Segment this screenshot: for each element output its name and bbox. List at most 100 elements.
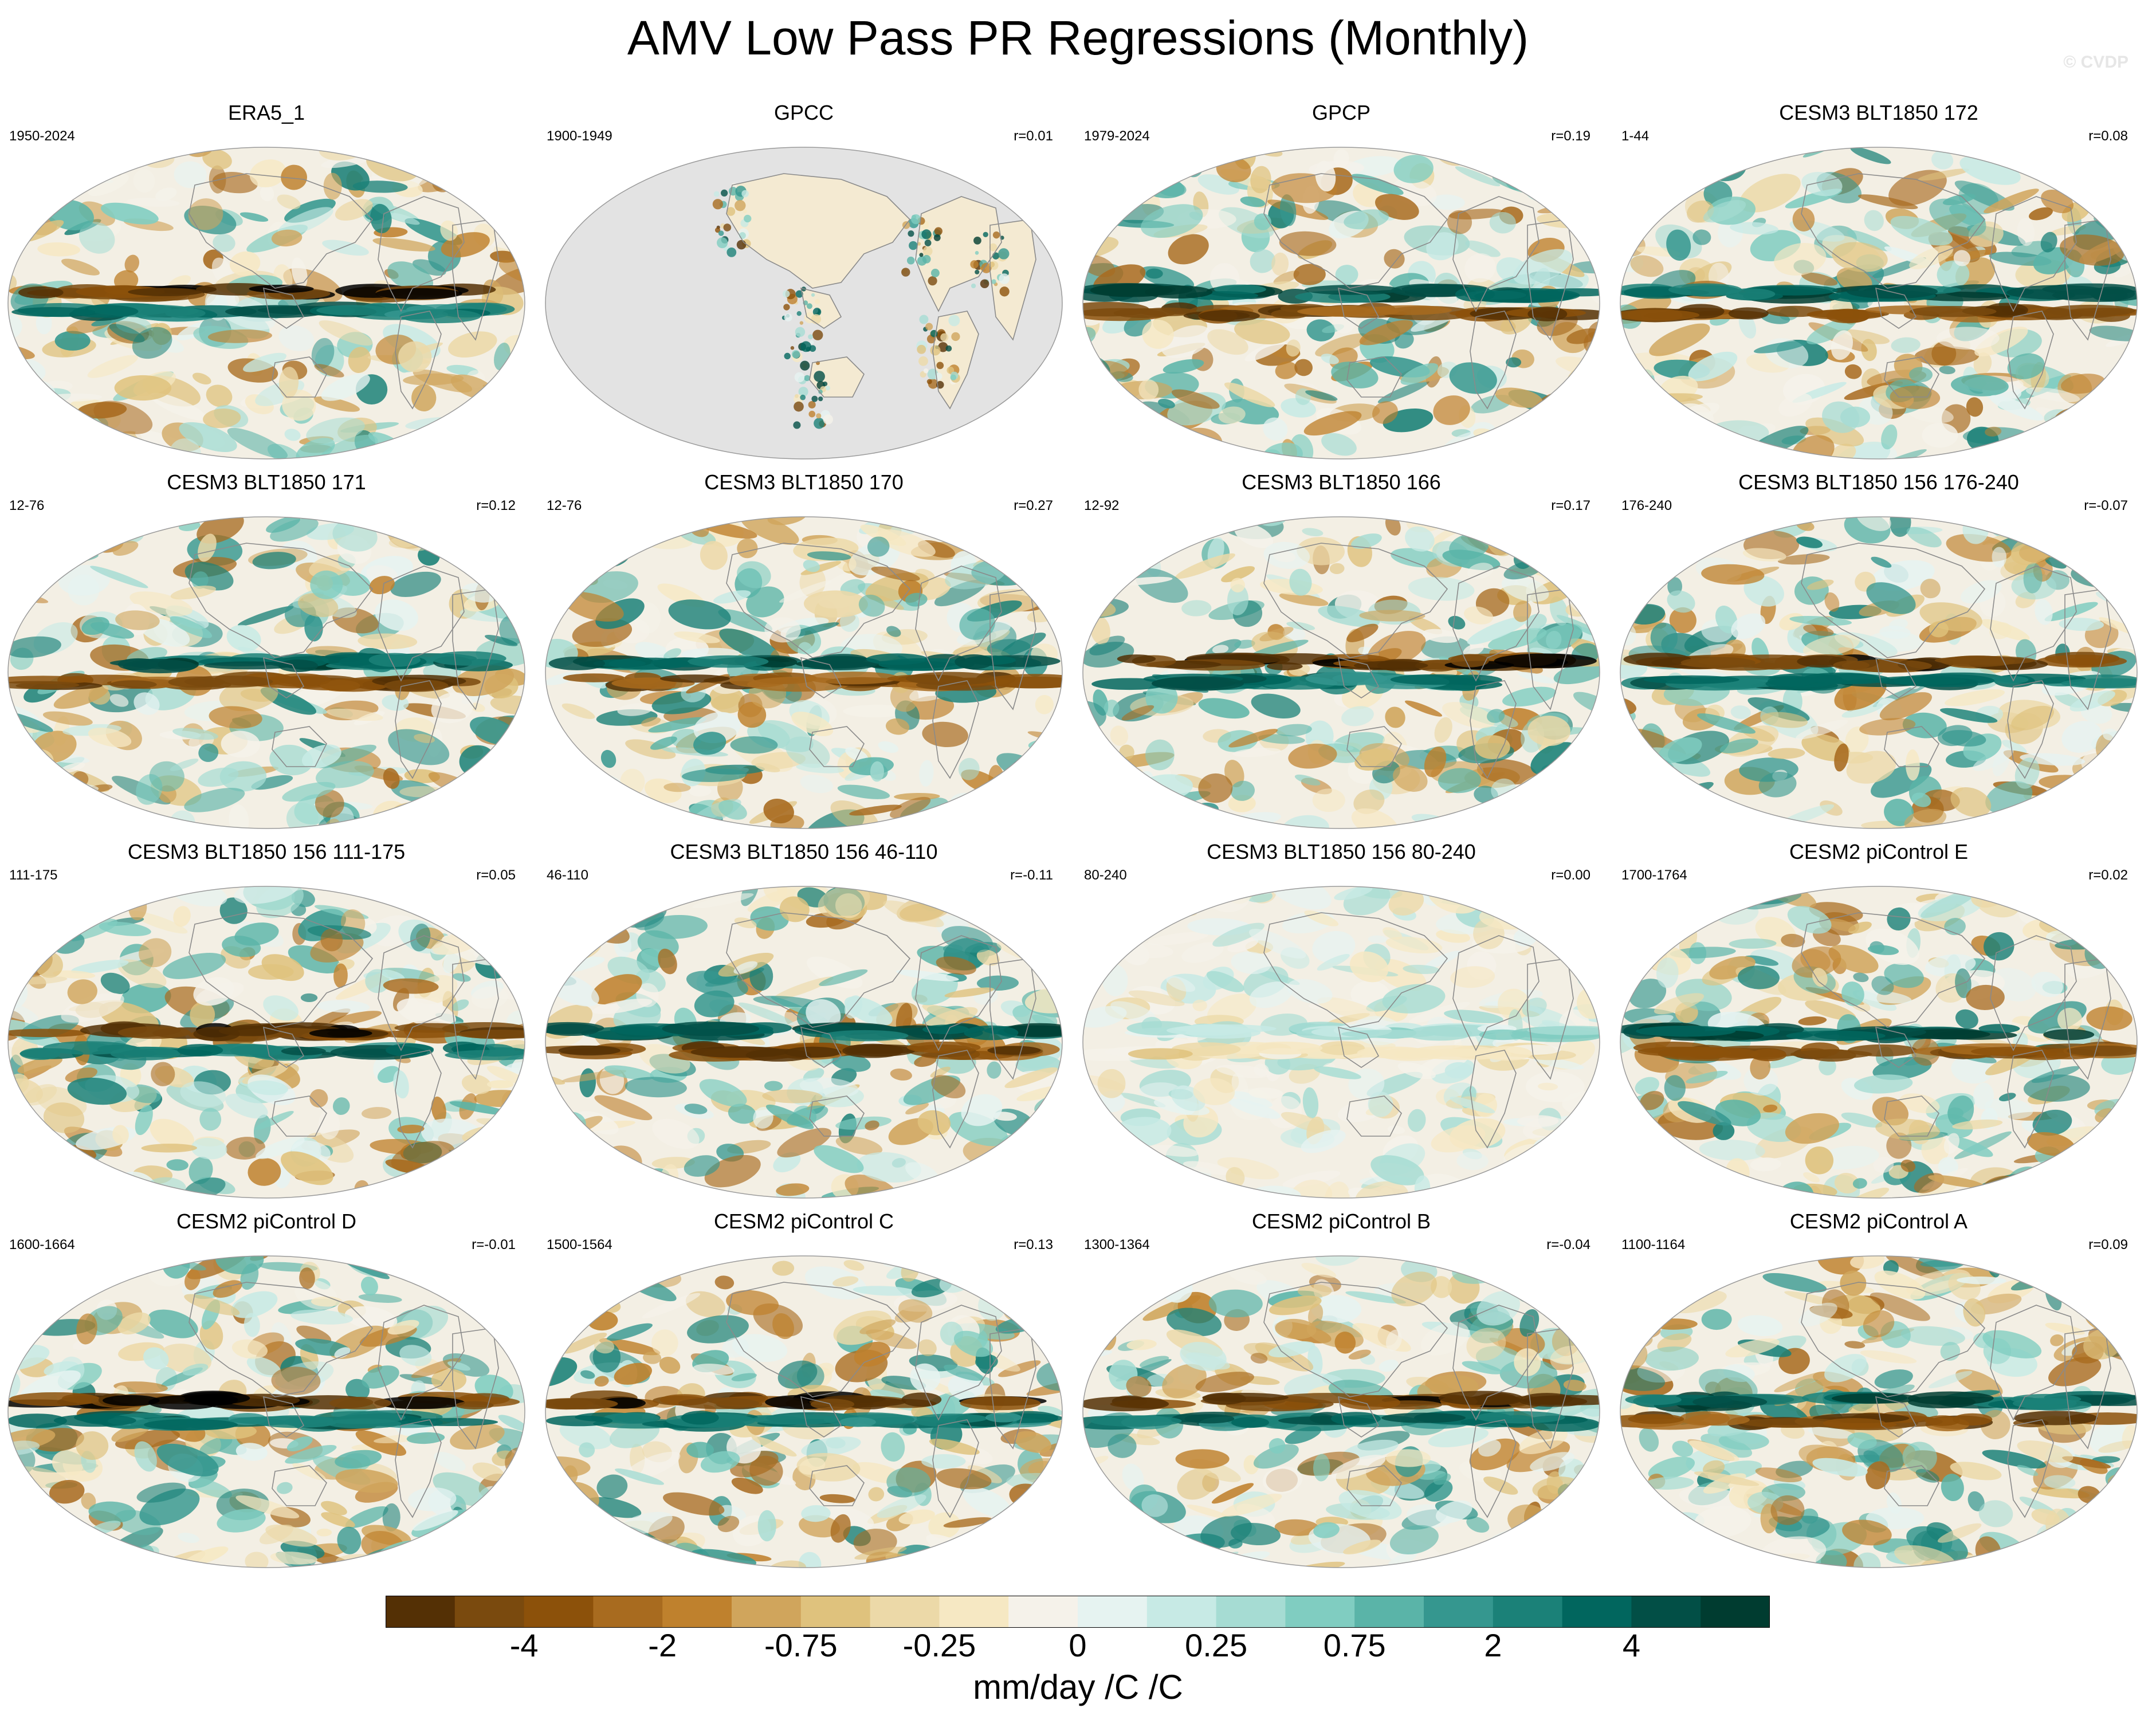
panel-title: CESM3 BLT1850 172 [1779, 101, 1978, 124]
panel-period: 12-92 [1084, 498, 1120, 513]
colorbar-swatch [1424, 1596, 1494, 1628]
regression-map [7, 516, 525, 829]
colorbar-swatch [1008, 1596, 1078, 1628]
colorbar-swatch [732, 1596, 802, 1628]
panel-title: CESM2 piControl B [1251, 1209, 1431, 1233]
panel-correlation: r=0.01 [1014, 128, 1053, 144]
panel-period: 1979-2024 [1084, 128, 1150, 144]
colorbar-tick-label: 0.75 [1323, 1627, 1386, 1663]
panel-title: CESM3 BLT1850 171 [167, 470, 366, 494]
map-panel: CESM3 BLT1850 156 111-175 111-175 r=0.05 [0, 839, 533, 1199]
panel-correlation: r=0.12 [476, 498, 516, 513]
colorbar-tick-label: 2 [1484, 1627, 1502, 1663]
panel-title: GPCC [773, 101, 834, 124]
map-panel: CESM2 piControl A 1100-1164 r=0.09 [1612, 1209, 2145, 1568]
map-panel: CESM3 BLT1850 170 12-76 r=0.27 [537, 470, 1070, 829]
colorbar-tick-label: -2 [648, 1627, 677, 1663]
panel-correlation: r=0.17 [1551, 498, 1591, 513]
panel-period: 1-44 [1621, 128, 1650, 144]
panel-correlation: r=-0.01 [472, 1237, 516, 1252]
regression-map [7, 147, 525, 460]
map-panel: ERA5_1 1950-2024 [0, 100, 533, 460]
regression-map [7, 886, 525, 1199]
map-panel: GPCP 1979-2024 r=0.19 [1075, 100, 1608, 460]
panel-correlation: r=0.27 [1014, 498, 1053, 513]
panel-correlation: r=-0.11 [1010, 867, 1053, 883]
map-panel: CESM2 piControl C 1500-1564 r=0.13 [537, 1209, 1070, 1568]
panel-correlation: r=0.13 [1014, 1237, 1053, 1252]
panel-period: 12-76 [9, 498, 45, 513]
regression-map [7, 1255, 525, 1568]
colorbar-tick-label: 0 [1069, 1627, 1087, 1663]
figure-title: AMV Low Pass PR Regressions (Monthly) [627, 11, 1529, 65]
panel-title: CESM3 BLT1850 156 46-110 [670, 840, 938, 863]
panel-period: 46-110 [547, 867, 588, 883]
colorbar-swatch [1493, 1596, 1563, 1628]
panel-title: CESM3 BLT1850 166 [1242, 470, 1441, 494]
regression-map [1620, 1255, 2138, 1568]
panel-correlation: r=-0.04 [1546, 1237, 1591, 1252]
colorbar-swatch [1078, 1596, 1148, 1628]
colorbar-swatch [800, 1596, 871, 1628]
panel-period: 176-240 [1621, 498, 1672, 513]
panel-title: CESM3 BLT1850 170 [704, 470, 904, 494]
regression-map [545, 516, 1063, 829]
panel-period: 1600-1664 [9, 1237, 75, 1252]
cvdp-watermark: © CVDP [2063, 53, 2128, 72]
regression-map [1082, 516, 1600, 829]
colorbar-swatch [1354, 1596, 1424, 1628]
regression-map [1620, 147, 2138, 460]
colorbar-tick-label: -0.25 [902, 1627, 976, 1663]
panel-title: CESM3 BLT1850 156 80-240 [1207, 840, 1476, 863]
panel-correlation: r=0.05 [476, 867, 516, 883]
map-panel: CESM2 piControl B 1300-1364 r=-0.04 [1075, 1209, 1608, 1568]
panel-period: 1300-1364 [1084, 1237, 1150, 1252]
colorbar [386, 1596, 1770, 1628]
regression-map [1082, 147, 1600, 460]
panel-title: CESM2 piControl D [176, 1209, 357, 1233]
panel-title: CESM2 piControl C [713, 1209, 894, 1233]
panel-period: 1700-1764 [1621, 867, 1687, 883]
map-panel: CESM3 BLT1850 156 46-110 46-110 r=-0.11 [537, 839, 1070, 1199]
colorbar-swatch [386, 1596, 455, 1628]
colorbar-swatch [939, 1596, 1009, 1628]
panel-period: 80-240 [1084, 867, 1127, 883]
panel-title: CESM2 piControl E [1789, 840, 1969, 863]
colorbar-swatch [454, 1596, 525, 1628]
colorbar-swatch [1146, 1596, 1217, 1628]
colorbar-swatch [1285, 1596, 1355, 1628]
panel-title: CESM2 piControl A [1789, 1209, 1968, 1233]
regression-map [545, 147, 1063, 460]
panel-period: 12-76 [547, 498, 582, 513]
panel-correlation: r=-0.07 [2084, 498, 2128, 513]
map-panel: CESM3 BLT1850 171 12-76 r=0.12 [0, 470, 533, 829]
regression-map [1082, 886, 1600, 1199]
map-panel: CESM3 BLT1850 172 1-44 r=0.08 [1612, 100, 2145, 460]
colorbar-swatch [1216, 1596, 1286, 1628]
panel-title: GPCP [1311, 101, 1371, 124]
panel-title: ERA5_1 [227, 101, 305, 124]
panel-period: 1900-1949 [547, 128, 612, 144]
colorbar-units-label: mm/day /C /C [973, 1668, 1183, 1706]
regression-map [1620, 886, 2138, 1199]
panel-title: CESM3 BLT1850 156 176-240 [1738, 470, 2019, 494]
colorbar-swatch [524, 1596, 594, 1628]
colorbar-swatch [1562, 1596, 1632, 1628]
panel-correlation: r=0.02 [2088, 867, 2128, 883]
map-panel: CESM2 piControl E 1700-1764 r=0.02 [1612, 839, 2145, 1199]
colorbar-swatch [1701, 1596, 1770, 1628]
colorbar-tick-label: 0.25 [1185, 1627, 1248, 1663]
panel-correlation: r=0.00 [1551, 867, 1591, 883]
panel-period: 1950-2024 [9, 128, 75, 144]
panel-correlation: r=0.19 [1551, 128, 1591, 144]
panel-title: CESM3 BLT1850 156 111-175 [127, 840, 406, 863]
map-panel: CESM3 BLT1850 156 176-240 176-240 r=-0.07 [1612, 470, 2145, 829]
regression-map [545, 1255, 1063, 1568]
colorbar-swatch [1631, 1596, 1701, 1628]
map-panel: CESM3 BLT1850 156 80-240 80-240 r=0.00 [1075, 839, 1608, 1199]
colorbar-tick-label: -0.75 [764, 1627, 838, 1663]
regression-map [1620, 516, 2138, 829]
map-panel: CESM3 BLT1850 166 12-92 r=0.17 [1075, 470, 1608, 829]
colorbar-swatch [870, 1596, 940, 1628]
map-panel: GPCC 1900-1949 r=0.01 [537, 100, 1070, 460]
